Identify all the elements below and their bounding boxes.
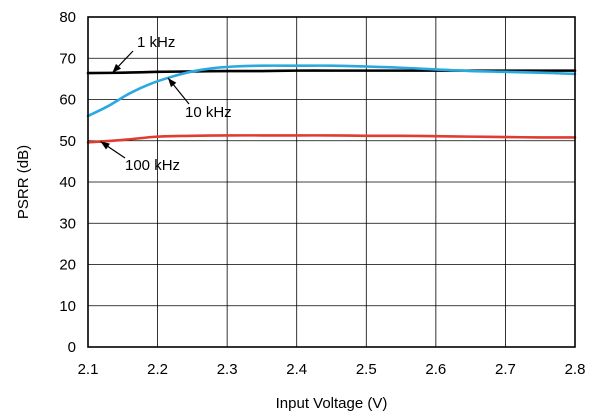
y-tick-label: 80 [59, 9, 76, 26]
x-tick-label: 2.3 [217, 361, 238, 378]
y-tick-label: 10 [59, 298, 76, 315]
series-line-10khz [86, 64, 577, 118]
x-tick-label: 2.4 [286, 361, 307, 378]
tick-label-layer: 2.1 2.2 2.3 2.4 2.5 2.6 2.7 2.8 0 10 20 30 40 50 60 70 8… [59, 9, 585, 378]
y-tick-label: 60 [59, 92, 76, 109]
annotation-label-10khz: 10 kHz [185, 104, 232, 121]
y-tick-label: 40 [59, 174, 76, 191]
y-tick-label: 0 [68, 339, 76, 356]
y-tick-label: 20 [59, 257, 76, 274]
x-tick-label: 2.1 [78, 361, 99, 378]
y-tick-label: 30 [59, 215, 76, 232]
series-line-100khz [86, 134, 577, 144]
x-tick-label: 2.5 [356, 361, 377, 378]
x-tick-label: 2.2 [147, 361, 168, 378]
annotation-layer: 1 kHz 10 kHz 100 kHz [100, 34, 232, 174]
annotation-label-100khz: 100 kHz [125, 157, 180, 174]
y-tick-label: 50 [59, 133, 76, 150]
annotation-label-1khz: 1 kHz [137, 34, 175, 51]
x-tick-label: 2.7 [495, 361, 516, 378]
annotation-arrowhead-10khz [168, 77, 177, 88]
y-tick-label: 70 [59, 50, 76, 67]
y-axis-title: PSRR (dB) [15, 145, 32, 219]
x-axis-title: Input Voltage (V) [276, 395, 388, 412]
annotation-arrowhead-1khz [112, 63, 122, 73]
plot-frame [87, 16, 576, 348]
annotation-arrowhead-100khz [100, 141, 110, 150]
series-layer [86, 64, 577, 144]
x-tick-label: 2.8 [565, 361, 586, 378]
x-tick-label: 2.6 [425, 361, 446, 378]
